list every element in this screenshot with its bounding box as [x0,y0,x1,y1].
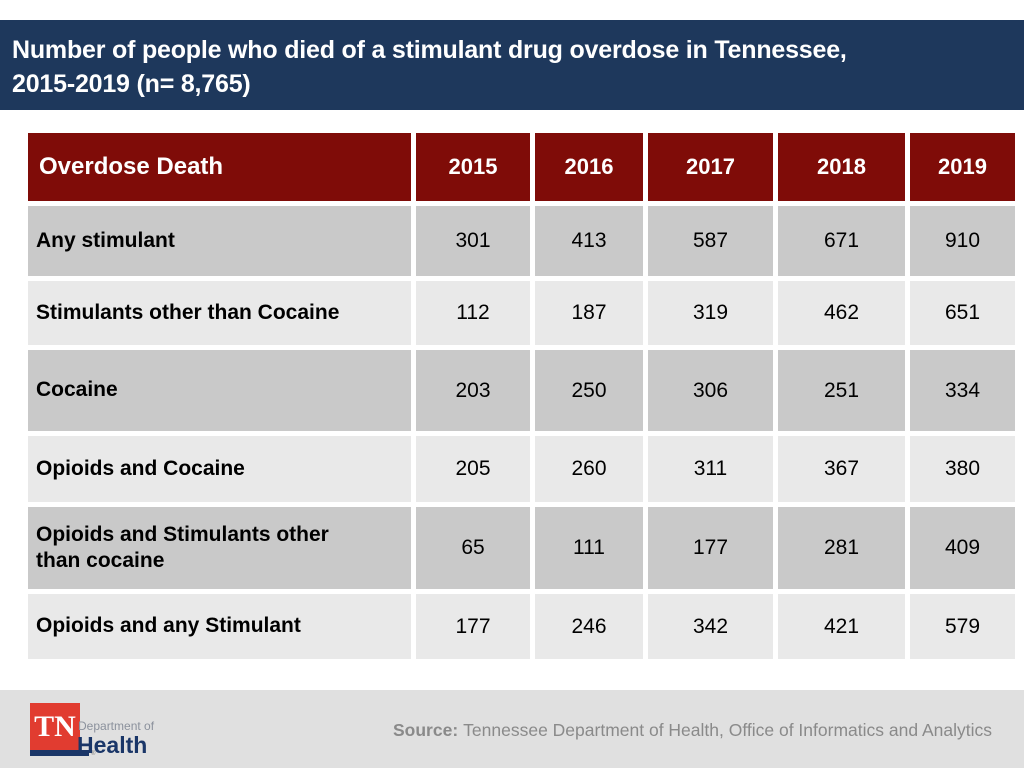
value-cell: 65 [416,507,530,589]
logo-underline [30,750,89,756]
value-cell: 587 [648,206,773,276]
row-label: Opioids and any Stimulant [28,594,411,659]
value-cell: 342 [648,594,773,659]
slide-title: Number of people who died of a stimulant… [12,36,847,98]
registered-mark: ® [91,751,96,757]
value-cell: 409 [910,507,1015,589]
table-row: Cocaine 203 250 306 251 334 [28,350,1015,431]
value-cell: 462 [778,281,905,345]
table-row: Opioids and Stimulants other than cocain… [28,507,1015,589]
value-cell: 260 [535,436,643,502]
tn-health-logo: TN ® Department of Health [30,702,230,762]
health-label: Health [77,732,148,758]
value-cell: 367 [778,436,905,502]
value-cell: 301 [416,206,530,276]
header-year-2017: 2017 [648,133,773,201]
value-cell: 413 [535,206,643,276]
row-label: Opioids and Cocaine [28,436,411,502]
table-row: Any stimulant 301 413 587 671 910 [28,206,1015,276]
table-header-row: Overdose Death 2015 2016 2017 2018 2019 [28,133,1015,201]
header-year-2019: 2019 [910,133,1015,201]
department-of-label: Department of [78,719,155,733]
value-cell: 319 [648,281,773,345]
overdose-table: Overdose Death 2015 2016 2017 2018 2019 … [23,128,1020,664]
value-cell: 177 [416,594,530,659]
value-cell: 281 [778,507,905,589]
tn-logo-abbr: TN [34,709,76,743]
value-cell: 334 [910,350,1015,431]
value-cell: 380 [910,436,1015,502]
value-cell: 910 [910,206,1015,276]
table-row: Opioids and Cocaine 205 260 311 367 380 [28,436,1015,502]
value-cell: 112 [416,281,530,345]
source-label: Source: [393,720,459,740]
value-cell: 205 [416,436,530,502]
source-text: Tennessee Department of Health, Office o… [463,720,992,740]
source-note: Source: Tennessee Department of Health, O… [393,720,992,741]
value-cell: 111 [535,507,643,589]
header-overdose-death: Overdose Death [28,133,411,201]
value-cell: 250 [535,350,643,431]
table-row: Opioids and any Stimulant 177 246 342 42… [28,594,1015,659]
footer-bar: TN ® Department of Health Source: Tenness… [0,690,1024,768]
title-banner: Number of people who died of a stimulant… [0,20,1024,110]
header-year-2015: 2015 [416,133,530,201]
value-cell: 306 [648,350,773,431]
value-cell: 579 [910,594,1015,659]
overdose-table-container: Overdose Death 2015 2016 2017 2018 2019 … [23,128,1020,664]
row-label: Opioids and Stimulants other than cocain… [28,507,411,589]
value-cell: 187 [535,281,643,345]
row-label: Any stimulant [28,206,411,276]
tn-logo-square: TN [30,703,80,750]
value-cell: 203 [416,350,530,431]
value-cell: 177 [648,507,773,589]
header-year-2018: 2018 [778,133,905,201]
value-cell: 311 [648,436,773,502]
row-label: Cocaine [28,350,411,431]
value-cell: 246 [535,594,643,659]
row-label: Stimulants other than Cocaine [28,281,411,345]
value-cell: 421 [778,594,905,659]
value-cell: 251 [778,350,905,431]
value-cell: 651 [910,281,1015,345]
header-year-2016: 2016 [535,133,643,201]
value-cell: 671 [778,206,905,276]
table-row: Stimulants other than Cocaine 112 187 31… [28,281,1015,345]
